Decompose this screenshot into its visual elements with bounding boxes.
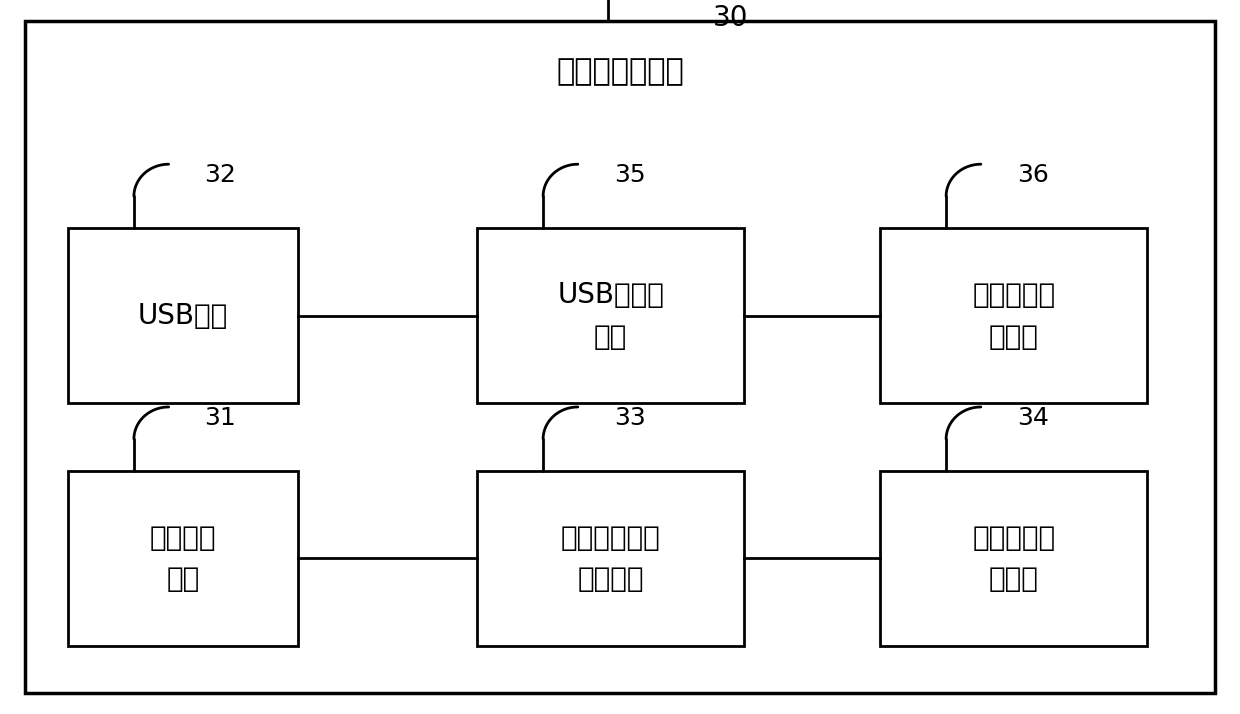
Text: 35: 35	[614, 163, 646, 187]
Text: 36: 36	[1017, 163, 1049, 187]
Text: 32: 32	[205, 163, 237, 187]
Bar	[880, 471, 1147, 646]
Text: 第二高速串
行接口: 第二高速串 行接口	[972, 524, 1055, 593]
Text: 31: 31	[205, 406, 237, 430]
Bar	[68, 471, 298, 646]
Text: USB转串口
模块: USB转串口 模块	[557, 281, 665, 351]
Text: 30: 30	[713, 4, 749, 32]
Text: USB接口: USB接口	[138, 302, 228, 330]
Bar	[880, 228, 1147, 403]
Bar	[477, 471, 744, 646]
Text: 视频接口转换板: 视频接口转换板	[556, 57, 684, 86]
Bar	[477, 228, 744, 403]
Text: 第一并串数据
转换模块: 第一并串数据 转换模块	[560, 524, 661, 593]
Text: 33: 33	[614, 406, 646, 430]
Bar	[68, 228, 298, 403]
Text: 34: 34	[1017, 406, 1049, 430]
Text: 通用视频
接口: 通用视频 接口	[150, 524, 216, 593]
Text: 第二串行通
信接口: 第二串行通 信接口	[972, 281, 1055, 351]
